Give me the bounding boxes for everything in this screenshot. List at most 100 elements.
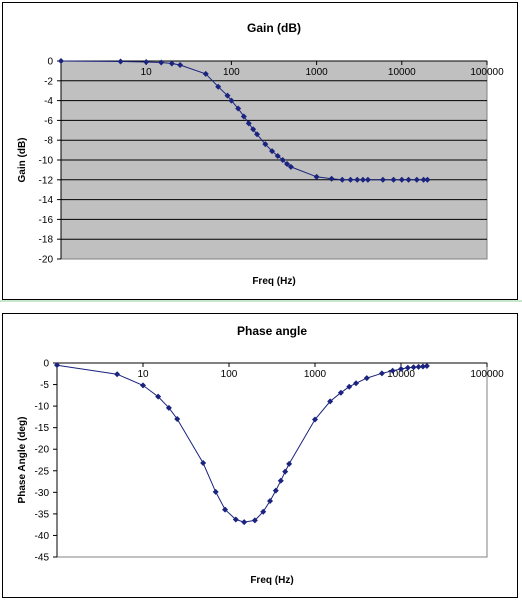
data-point [404, 364, 411, 371]
data-point [222, 506, 229, 513]
data-point [398, 176, 405, 183]
data-point [274, 153, 281, 160]
data-point [202, 70, 209, 77]
data-point [353, 380, 360, 387]
data-point [250, 126, 257, 133]
data-point [165, 404, 172, 411]
data-point [114, 371, 121, 378]
x-tick-label: 100000 [470, 67, 504, 78]
x-tick-label: 100 [221, 369, 238, 380]
data-point [228, 97, 235, 104]
y-tick-label: -20 [39, 255, 54, 266]
data-point [327, 398, 334, 405]
data-point [390, 176, 397, 183]
data-point [346, 383, 353, 390]
data-point [282, 468, 289, 475]
y-tick-label: -6 [44, 116, 53, 127]
data-point [251, 517, 258, 524]
x-tick-label: 1000 [305, 67, 328, 78]
data-point [267, 497, 274, 504]
y-tick-label: -25 [35, 466, 50, 477]
y-tick-label: -20 [35, 445, 50, 456]
data-point [378, 370, 385, 377]
data-point [363, 375, 370, 382]
y-tick-label: -16 [39, 215, 54, 226]
y-tick-label: -45 [35, 553, 50, 564]
chart-title: Phase angle [237, 324, 307, 338]
data-point [155, 393, 162, 400]
data-point [143, 58, 150, 65]
data-point [215, 83, 222, 90]
data-point [279, 157, 286, 163]
data-point [359, 176, 366, 183]
y-tick-label: -30 [35, 488, 50, 499]
data-point [286, 460, 293, 467]
data-point [232, 516, 239, 523]
data-point [54, 362, 60, 369]
y-tick-label: -10 [39, 156, 54, 167]
plot-area [56, 362, 488, 558]
data-point [117, 58, 124, 65]
data-point [379, 176, 386, 183]
data-point [398, 366, 404, 373]
data-point [200, 460, 207, 467]
data-point [423, 363, 430, 370]
data-point [168, 60, 175, 67]
y-tick-label: -8 [44, 136, 53, 147]
data-point [339, 176, 346, 183]
data-point [337, 389, 344, 396]
data-point [284, 160, 291, 167]
chart-title: Gain (dB) [247, 21, 301, 35]
data-point [389, 367, 396, 374]
data-point [347, 176, 354, 183]
data-point [413, 176, 420, 183]
data-point [174, 416, 181, 423]
x-tick-label: 10 [141, 67, 153, 78]
data-point [313, 173, 320, 180]
data-point [177, 61, 184, 68]
gain-chart: Gain (dB) 0 -2 -4 -6 -8 -10 -12 -14 -16 -18 -20 10 10… [17, 21, 504, 287]
data-point [419, 363, 426, 370]
data-point [287, 163, 294, 170]
y-tick-label: -40 [35, 531, 50, 542]
x-tick-label: 10 [137, 369, 149, 380]
y-tick-label: -35 [35, 509, 50, 520]
data-point [269, 148, 276, 155]
y-tick-label: -14 [39, 195, 54, 206]
data-point [410, 364, 417, 371]
y-tick-label: -15 [35, 423, 50, 434]
data-point [272, 487, 279, 494]
phase-chart: Phase angle 0 -5 -10 -15 -20 -25 -30 -35 -40 -45 10… [17, 324, 504, 586]
data-point [58, 58, 64, 64]
y-tick-label: -2 [44, 76, 53, 87]
x-axis-label: Freq (Hz) [252, 276, 295, 287]
data-point [140, 382, 146, 389]
data-point [224, 92, 231, 99]
data-point [420, 176, 427, 183]
data-point [364, 176, 371, 183]
data-point [245, 120, 252, 127]
data-point [260, 508, 267, 515]
data-point [277, 477, 284, 484]
x-axis-label: Freq (Hz) [250, 575, 293, 586]
y-tick-label: -12 [39, 175, 54, 186]
x-tick-label: 10000 [387, 369, 415, 380]
y-tick-label: -18 [39, 235, 54, 246]
data-point [241, 519, 248, 526]
data-point [424, 176, 431, 183]
y-axis-label: Gain (dB) [17, 138, 28, 183]
data-point [235, 105, 242, 112]
data-point [262, 141, 269, 148]
gain-chart-panel: Gain (dB) 0 -2 -4 -6 -8 -10 -12 -14 -16 -18 -20 10 10… [2, 2, 518, 300]
y-axis-label: Phase Angle (deg) [17, 417, 28, 504]
separator [0, 300, 522, 311]
x-tick-label: 10000 [388, 67, 416, 78]
data-point [328, 175, 335, 182]
data-point [354, 176, 361, 183]
y-tick-label: -10 [35, 402, 50, 413]
y-tick-label: 0 [47, 57, 53, 68]
phase-chart-panel: Phase angle 0 -5 -10 -15 -20 -25 -30 -35 -40 -45 10… [2, 313, 518, 598]
data-point [415, 363, 422, 370]
data-point [240, 113, 247, 120]
data-point [405, 176, 412, 183]
